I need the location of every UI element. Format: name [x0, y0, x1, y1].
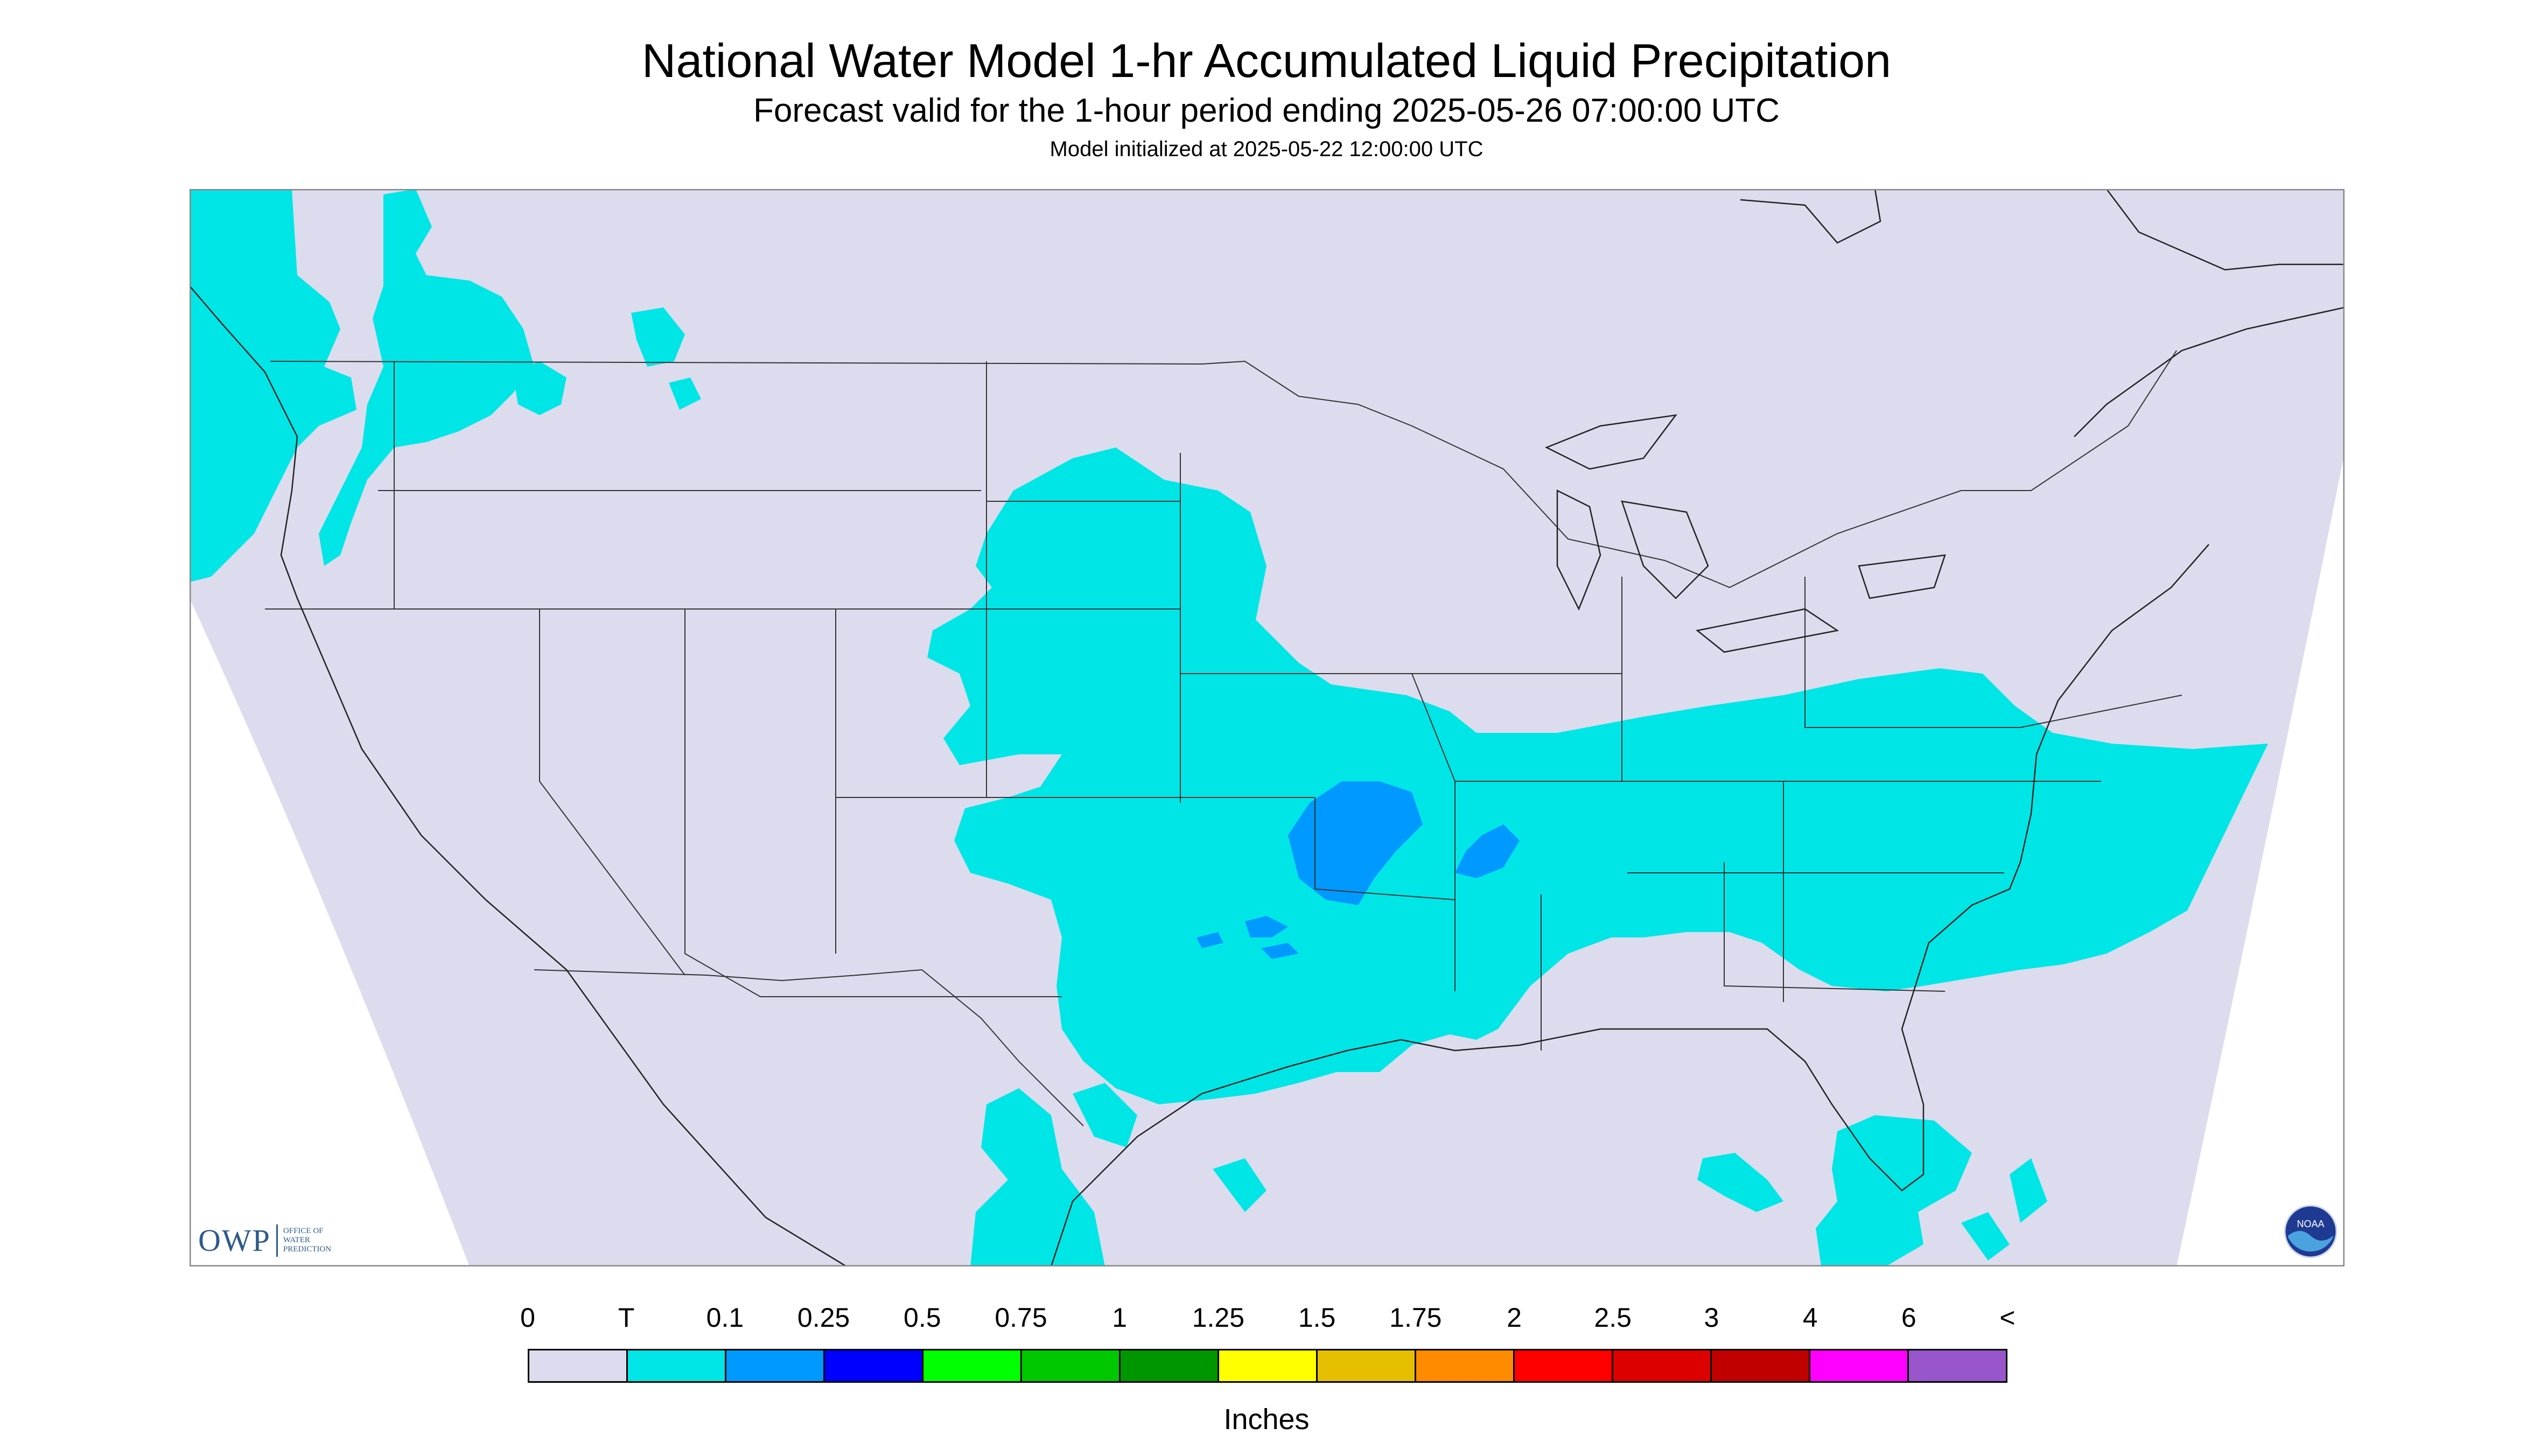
- canada-us-border: [270, 350, 2177, 589]
- legend-label: 1: [1112, 1303, 1128, 1333]
- legend-swatch: [1515, 1350, 1613, 1381]
- legend-label: 3: [1704, 1303, 1719, 1333]
- legend-swatch: [1318, 1350, 1416, 1381]
- legend-swatch: [1416, 1350, 1515, 1381]
- legend-label: 0.75: [995, 1303, 1047, 1333]
- legend-swatch: [825, 1350, 923, 1381]
- model-init-text: Model initialized at 2025-05-22 12:00:00…: [1049, 137, 1484, 161]
- map-frame: [190, 189, 2345, 1266]
- legend-swatch: [1219, 1350, 1318, 1381]
- legend-swatch: [1022, 1350, 1121, 1381]
- legend-swatch: [1810, 1350, 1909, 1381]
- coastlines: [190, 189, 2345, 1266]
- legend-label: T: [618, 1303, 635, 1333]
- pacific-coast: [190, 285, 847, 1266]
- legend-swatch: [1613, 1350, 1712, 1381]
- legend-label: 0.25: [797, 1303, 850, 1333]
- precip-interior-cells: [513, 307, 701, 415]
- legend-swatch: [923, 1350, 1022, 1381]
- legend-label: 2: [1507, 1303, 1522, 1333]
- legend-label: 1.75: [1389, 1303, 1442, 1333]
- state-lines-central: [1180, 577, 2182, 1051]
- legend-label: <: [1999, 1303, 2016, 1333]
- legend-label: 0: [520, 1303, 535, 1333]
- legend-swatch: [1909, 1350, 2006, 1381]
- precip-light-areas: [1196, 781, 1520, 959]
- legend-label: 6: [1901, 1303, 1916, 1333]
- legend-label: 2.5: [1594, 1303, 1632, 1333]
- legend-label: 0.5: [904, 1303, 941, 1333]
- legend-swatch: [1121, 1350, 1219, 1381]
- owp-logo: OWP OFFICE OF WATER PREDICTION: [198, 1222, 348, 1258]
- political-boundaries: [265, 350, 2182, 1126]
- map-subtitle: Forecast valid for the 1-hour period end…: [753, 92, 1780, 129]
- precip-texas-cells: [1196, 916, 1299, 959]
- canada-coast: [1740, 189, 2345, 437]
- legend-swatch: [1712, 1350, 1810, 1381]
- owp-logo-text: OFFICE OF WATER PREDICTION: [283, 1227, 332, 1254]
- legend-swatch: [529, 1350, 628, 1381]
- legend-label: 0.1: [706, 1303, 744, 1333]
- legend-units: Inches: [1223, 1403, 1310, 1436]
- precip-washington-cells: [319, 189, 534, 566]
- precipitation-map: [190, 189, 2345, 1266]
- precip-gulf-cells: [1697, 1115, 2047, 1266]
- precip-pacific-northwest: [190, 189, 356, 582]
- legend-label: 1.25: [1192, 1303, 1245, 1333]
- legend-label: 4: [1802, 1303, 1818, 1333]
- precip-oklahoma-core: [1288, 781, 1423, 905]
- great-lakes: [1544, 414, 1946, 653]
- owp-logo-mark: OWP: [198, 1223, 271, 1258]
- precip-mexico-cells: [970, 1083, 1266, 1266]
- legend-color-bar: [528, 1349, 2007, 1383]
- legend-swatch: [628, 1350, 726, 1381]
- precip-arkansas-core: [1455, 824, 1520, 878]
- noaa-logo-text: NOAA: [2297, 1219, 2324, 1229]
- map-title: National Water Model 1-hr Accumulated Li…: [641, 34, 1892, 87]
- state-lines-west: [265, 361, 1315, 997]
- owp-logo-divider: [276, 1224, 278, 1257]
- legend-label: 1.5: [1298, 1303, 1336, 1333]
- noaa-logo: NOAA: [2284, 1205, 2338, 1258]
- legend-swatch: [726, 1350, 825, 1381]
- gulf-coast: [1050, 544, 2209, 1266]
- mexico-border: [534, 969, 1084, 1126]
